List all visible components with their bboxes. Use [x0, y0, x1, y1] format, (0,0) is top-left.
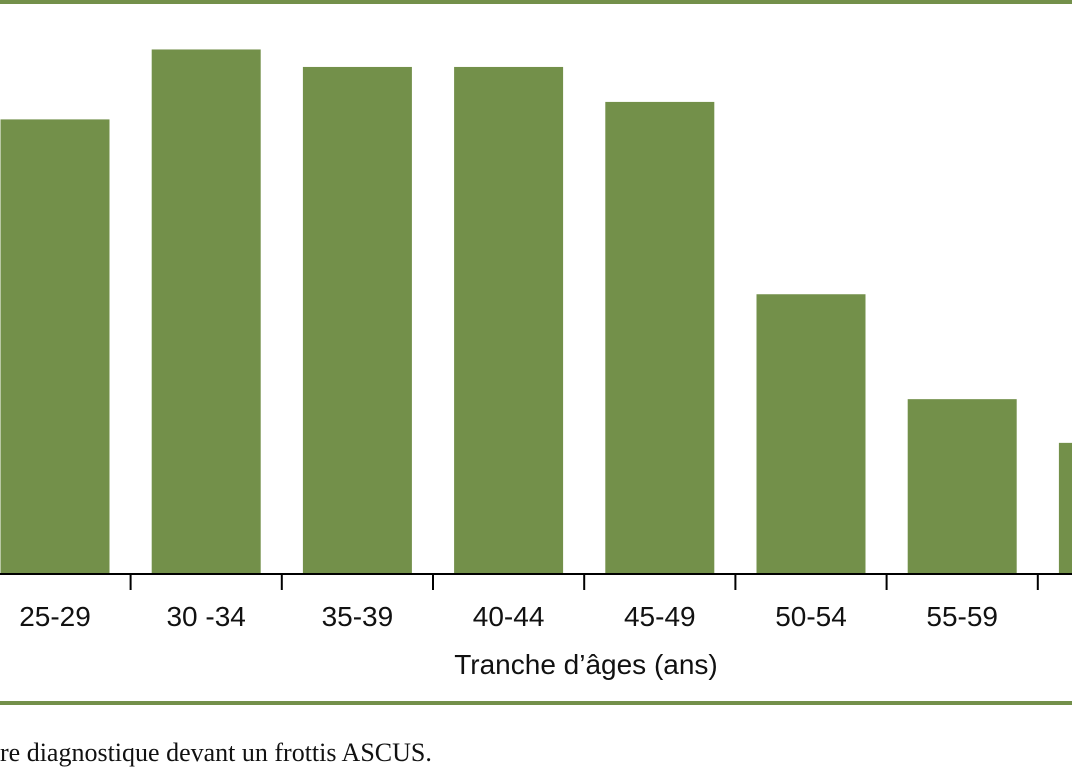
bar-3 [302, 66, 412, 574]
x-tick-label-4: 40-44 [473, 601, 545, 632]
x-tick-label-6: 50-54 [775, 601, 847, 632]
bar-2 [151, 49, 261, 574]
x-tick-label-1: 25-29 [19, 601, 91, 632]
bars-group [0, 49, 1072, 574]
bar-5 [605, 101, 715, 574]
bar-1 [0, 119, 110, 574]
x-tick-label-3: 35-39 [322, 601, 394, 632]
x-ticks-group [129, 574, 1039, 590]
bar-7 [907, 399, 1017, 574]
x-tick-label-2: 30 -34 [166, 601, 245, 632]
figure-caption: re diagnostique devant un frottis ASCUS. [0, 738, 432, 767]
bar-4 [454, 66, 564, 574]
bar-8 [1058, 442, 1072, 574]
x-tick-label-7: 55-59 [926, 601, 998, 632]
x-tick-label-5: 45-49 [624, 601, 696, 632]
bar-6 [756, 294, 866, 574]
x-axis-title: Tranche d’âges (ans) [454, 649, 718, 680]
